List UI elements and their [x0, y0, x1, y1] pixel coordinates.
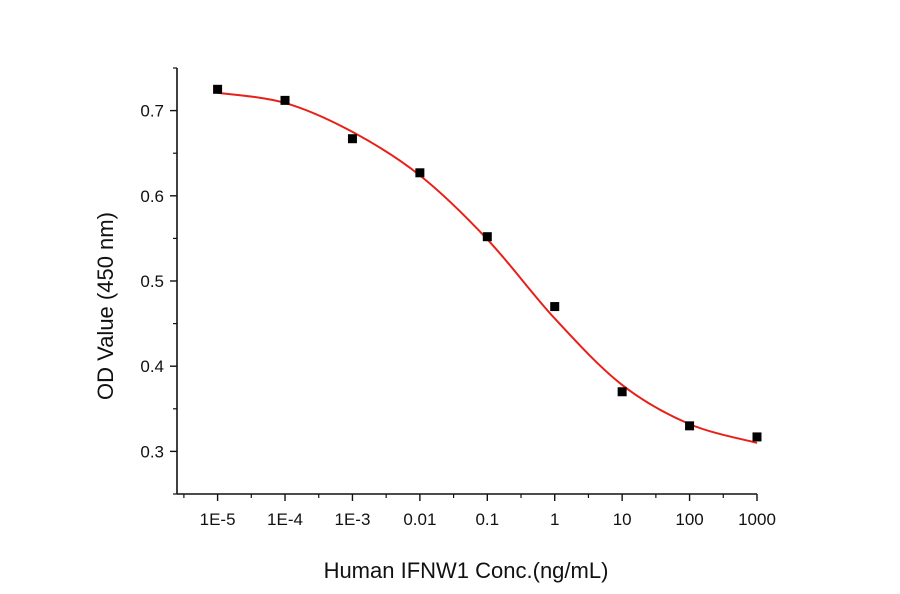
fit-curve [217, 91, 758, 444]
x-tick-label: 1000 [738, 510, 776, 529]
y-axis-ticks: 0.3 0.4 0.5 0.6 0.7 [140, 67, 177, 495]
data-point [482, 232, 492, 242]
x-tick-label: 1E-3 [334, 510, 370, 529]
x-tick-label: 100 [675, 510, 703, 529]
x-axis-ticks: 1E-5 1E-4 1E-3 0.01 0.1 1 10 100 1000 [183, 494, 776, 529]
y-tick-label: 0.4 [140, 357, 164, 376]
x-tick-label: 1 [550, 510, 559, 529]
data-point [685, 421, 695, 431]
x-tick-label: 0.1 [475, 510, 499, 529]
y-tick-label: 0.5 [140, 272, 164, 291]
x-tick-label: 1E-4 [267, 510, 303, 529]
x-tick-label: 10 [613, 510, 632, 529]
x-axis-title: Human IFNW1 Conc.(ng/mL) [324, 558, 609, 583]
x-tick-label: 1E-5 [200, 510, 236, 529]
axes [176, 68, 757, 495]
y-tick-label: 0.7 [140, 102, 164, 121]
data-point [415, 168, 425, 178]
y-tick-label: 0.6 [140, 187, 164, 206]
data-points-layer [213, 84, 762, 442]
fit-curve-layer [217, 91, 758, 444]
data-point [347, 134, 357, 144]
data-point [617, 387, 627, 397]
y-tick-label: 0.3 [140, 442, 164, 461]
data-point [752, 432, 762, 442]
data-point [280, 95, 290, 105]
x-tick-label: 0.01 [403, 510, 436, 529]
y-axis-title: OD Value (450 nm) [93, 212, 118, 400]
data-point [550, 302, 560, 312]
data-point [213, 84, 223, 94]
